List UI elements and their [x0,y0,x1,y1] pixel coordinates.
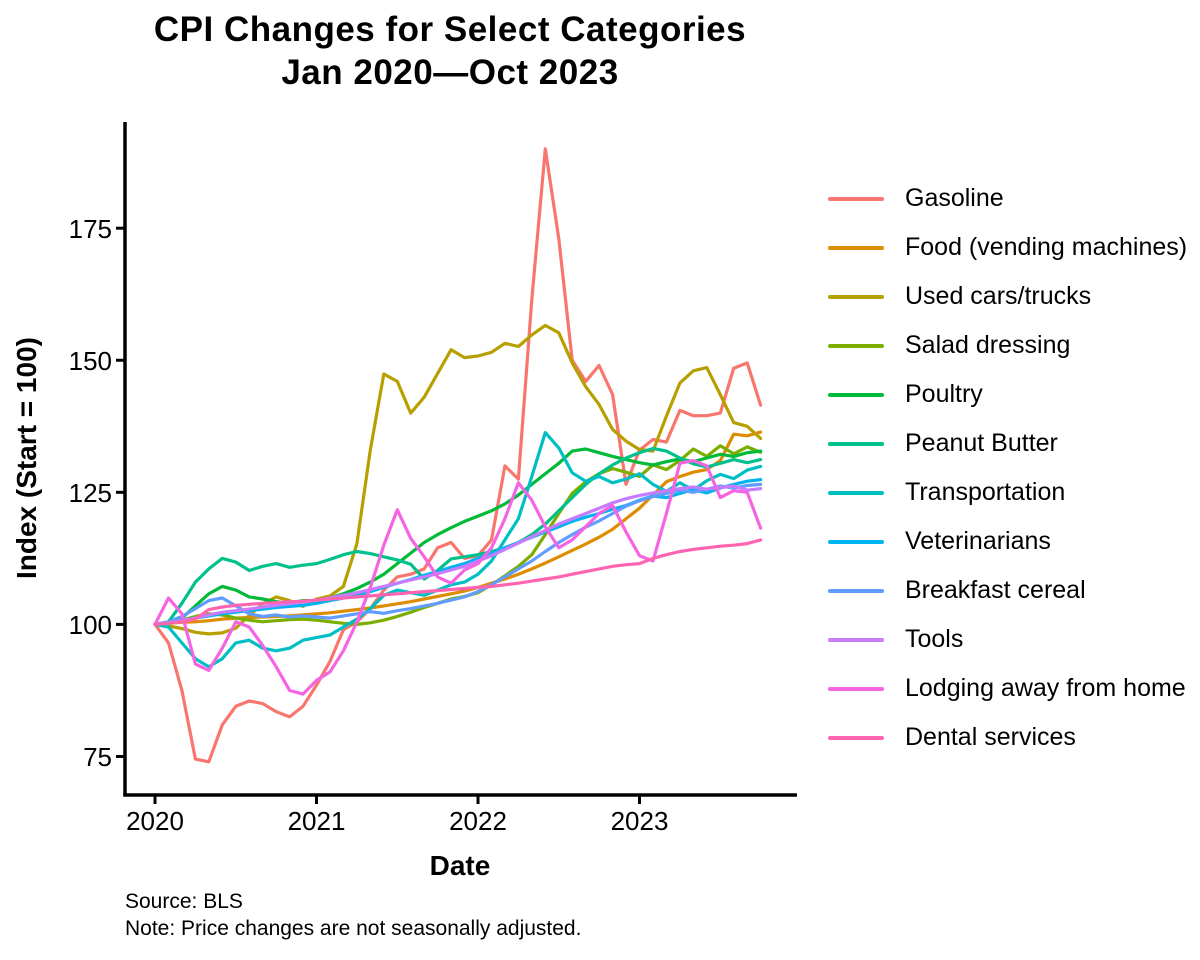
legend-item-transportation: Transportation [828,468,1187,517]
legend-label: Veterinarians [905,527,1051,555]
legend-label: Transportation [905,478,1066,506]
legend-label: Gasoline [905,184,1004,212]
legend-key-line [828,196,884,201]
legend-item-breakfast-cereal: Breakfast cereal [828,566,1187,615]
series-line-peanut-butter [153,446,763,627]
legend-key-line [828,637,884,642]
y-tick-label: 150 [68,346,112,377]
chart-title: CPI Changes for Select Categories [153,10,747,49]
legend-item-veterinarians: Veterinarians [828,517,1187,566]
x-tick-label: 2020 [126,806,184,836]
series-line-lodging-away-from-home [153,459,763,696]
legend-item-gasoline: Gasoline [828,174,1187,223]
x-tick-label: 2022 [449,806,507,836]
legend-item-used-cars-trucks: Used cars/trucks [828,272,1187,321]
legend-label: Food (vending machines) [905,233,1188,261]
x-axis-title: Date [429,850,491,881]
x-tick-label: 2023 [610,806,669,836]
legend-key-line [828,490,884,495]
y-tick-label: 125 [68,478,112,509]
legend-label: Lodging away from home [905,674,1186,702]
legend-key-line [828,392,884,397]
legend-item-tools: Tools [828,615,1187,664]
legend-label: Salad dressing [905,331,1071,359]
legend-item-poultry: Poultry [828,370,1187,419]
legend-key-line [828,245,884,250]
legend-label: Peanut Butter [905,429,1058,457]
legend-item-food-vending-machines-: Food (vending machines) [828,223,1187,272]
legend-key-line [828,588,884,593]
series-line-transportation [153,431,763,669]
y-tick-label: 100 [68,610,112,641]
series-line-breakfast-cereal [153,482,763,627]
legend-item-salad-dressing: Salad dressing [828,321,1187,370]
caption-source: Source: BLS [125,890,243,913]
y-axis-title: Index (Start = 100) [11,337,42,579]
legend-label: Dental services [905,723,1076,751]
legend-item-peanut-butter: Peanut Butter [828,419,1187,468]
y-tick-label: 175 [68,214,112,245]
series-line-dental-services [153,538,763,627]
legend-item-lodging-away-from-home: Lodging away from home [828,664,1187,713]
legend: Gasoline Food (vending machines) Used cars… [828,174,1187,762]
legend-key-line [828,343,884,348]
legend-item-dental-services: Dental services [828,713,1187,762]
caption-note: Note: Price changes are not seasonally a… [125,917,582,940]
legend-label: Tools [905,625,964,653]
legend-label: Poultry [905,380,983,408]
legend-key-line [828,686,884,691]
x-tick-label: 2021 [287,806,346,836]
chart-title-block: CPI Changes for Select Categories Jan 20… [95,8,805,94]
series-line-tools [153,484,763,627]
legend-key-line [828,294,884,299]
y-tick-label: 75 [83,742,112,773]
series-line-gasoline [153,147,763,764]
legend-label: Used cars/trucks [905,282,1092,310]
legend-key-line [828,441,884,446]
legend-key-line [828,539,884,544]
series-line-veterinarians [153,478,763,627]
series-line-poultry [153,447,763,627]
chart-subtitle: Jan 2020—Oct 2023 [281,53,619,92]
legend-key-line [828,735,884,740]
legend-label: Breakfast cereal [905,576,1086,604]
